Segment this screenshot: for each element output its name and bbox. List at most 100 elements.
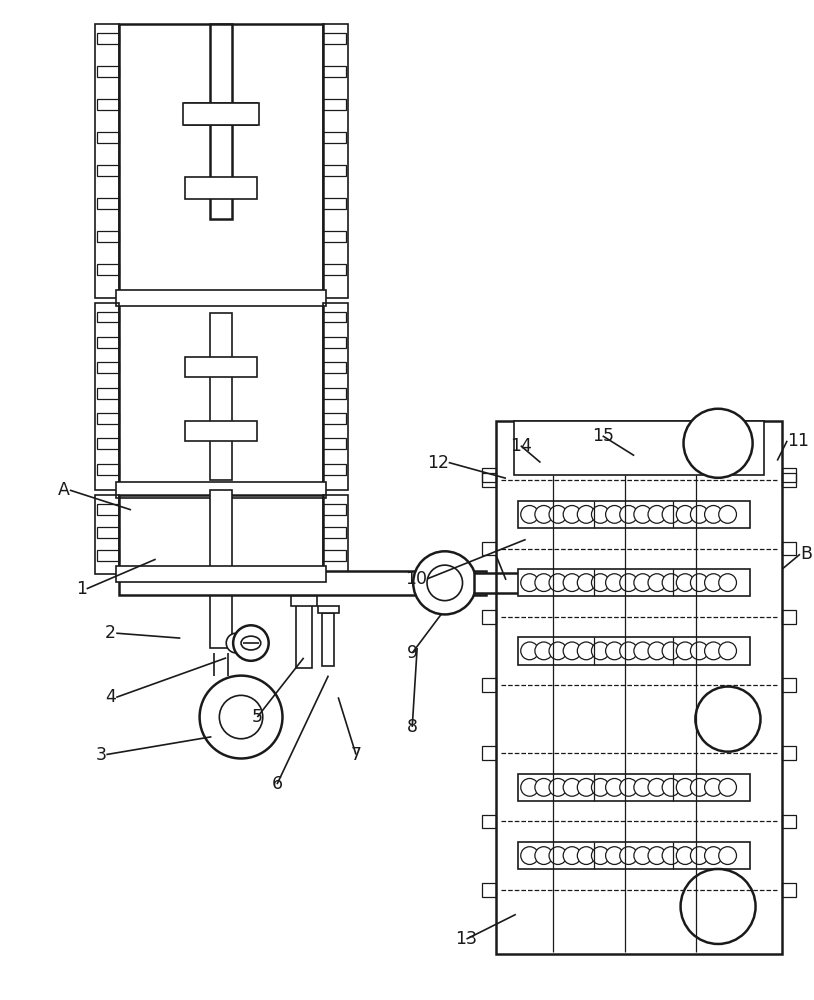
Circle shape <box>521 642 539 660</box>
Bar <box>323 165 346 176</box>
Circle shape <box>662 778 680 796</box>
Bar <box>323 413 346 424</box>
Bar <box>116 566 326 582</box>
Text: A: A <box>58 481 70 499</box>
Bar <box>323 24 348 298</box>
Text: 1: 1 <box>76 580 86 598</box>
Bar <box>211 313 232 480</box>
Bar <box>323 362 346 373</box>
Bar <box>211 24 232 219</box>
Circle shape <box>648 506 666 523</box>
Bar <box>323 264 346 275</box>
Bar <box>518 637 750 665</box>
Text: 9: 9 <box>407 644 418 662</box>
Circle shape <box>577 642 595 660</box>
Circle shape <box>634 847 652 864</box>
Bar <box>323 99 346 110</box>
Circle shape <box>648 642 666 660</box>
Bar <box>186 357 257 377</box>
Circle shape <box>563 778 581 796</box>
Bar <box>482 468 496 482</box>
Circle shape <box>662 506 680 523</box>
Circle shape <box>719 642 737 660</box>
Circle shape <box>705 506 722 523</box>
Circle shape <box>535 642 553 660</box>
Bar <box>97 66 119 77</box>
Bar <box>482 542 496 555</box>
Bar <box>514 421 764 475</box>
Circle shape <box>676 778 694 796</box>
Circle shape <box>549 778 567 796</box>
Circle shape <box>414 551 476 614</box>
Circle shape <box>676 506 694 523</box>
Circle shape <box>648 574 666 592</box>
Bar <box>323 438 346 449</box>
Circle shape <box>563 506 581 523</box>
Text: B: B <box>800 545 812 563</box>
Bar <box>97 264 119 275</box>
Bar <box>97 438 119 449</box>
Bar <box>94 24 119 298</box>
Circle shape <box>662 574 680 592</box>
Bar <box>782 815 796 828</box>
Bar <box>323 527 346 538</box>
Circle shape <box>676 847 694 864</box>
Text: 3: 3 <box>95 746 107 764</box>
Circle shape <box>592 778 609 796</box>
Circle shape <box>535 778 553 796</box>
Bar <box>119 303 323 490</box>
Text: 10: 10 <box>405 570 427 588</box>
Circle shape <box>549 574 567 592</box>
Circle shape <box>577 574 595 592</box>
Bar <box>211 490 232 648</box>
Bar <box>323 464 346 475</box>
Bar <box>782 610 796 624</box>
Text: 8: 8 <box>407 718 418 736</box>
Bar <box>116 482 326 498</box>
Bar <box>323 495 348 574</box>
Text: 7: 7 <box>351 746 361 764</box>
Circle shape <box>563 847 581 864</box>
Circle shape <box>690 574 708 592</box>
Bar <box>119 571 486 595</box>
Circle shape <box>705 642 722 660</box>
Bar <box>97 550 119 561</box>
Bar <box>97 312 119 322</box>
Bar <box>518 569 750 596</box>
Bar <box>97 504 119 515</box>
Bar <box>482 473 496 487</box>
Bar <box>317 606 339 613</box>
Text: 15: 15 <box>592 427 614 445</box>
Bar <box>323 550 346 561</box>
Bar <box>323 66 346 77</box>
Bar <box>782 883 796 897</box>
Bar <box>518 842 750 869</box>
Circle shape <box>606 778 624 796</box>
Text: 5: 5 <box>252 708 263 726</box>
Bar <box>782 473 796 487</box>
Bar <box>295 604 312 668</box>
Bar <box>97 165 119 176</box>
Circle shape <box>705 574 722 592</box>
Text: 11: 11 <box>787 432 809 450</box>
Bar <box>97 33 119 44</box>
Bar <box>496 421 782 954</box>
Circle shape <box>521 847 539 864</box>
Bar <box>782 542 796 555</box>
Circle shape <box>592 642 609 660</box>
Text: 2: 2 <box>105 624 116 642</box>
Circle shape <box>719 847 737 864</box>
Circle shape <box>662 642 680 660</box>
Circle shape <box>648 778 666 796</box>
Circle shape <box>592 847 609 864</box>
Bar <box>323 504 346 515</box>
Bar <box>97 198 119 209</box>
Circle shape <box>521 506 539 523</box>
Bar <box>186 177 257 199</box>
Bar <box>97 527 119 538</box>
Circle shape <box>705 847 722 864</box>
Circle shape <box>233 625 269 661</box>
Circle shape <box>577 778 595 796</box>
Bar <box>323 303 348 490</box>
Bar <box>97 413 119 424</box>
